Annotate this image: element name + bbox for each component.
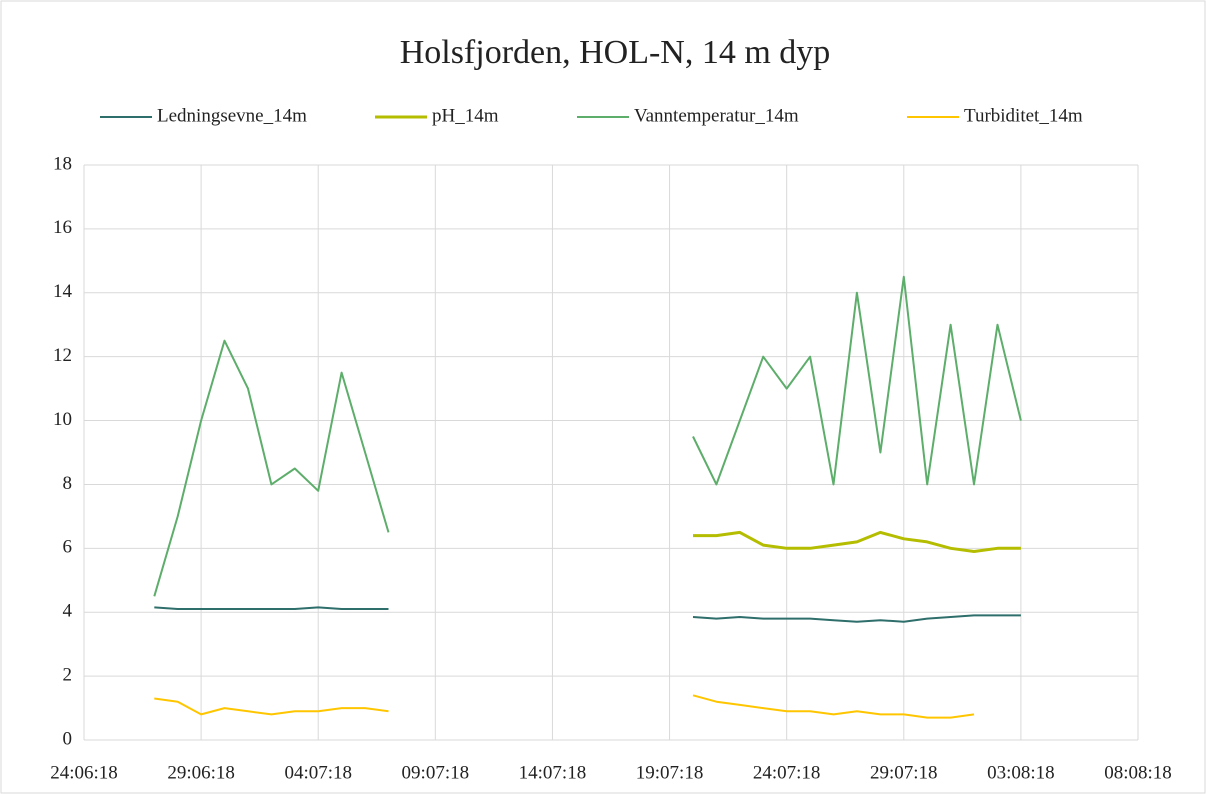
x-tick-label: 03:08:18 — [987, 762, 1055, 783]
x-tick-label: 09:07:18 — [402, 762, 470, 783]
y-tick-label: 18 — [53, 153, 72, 174]
x-tick-label: 08:08:18 — [1104, 762, 1172, 783]
y-tick-label: 2 — [63, 664, 73, 685]
y-tick-label: 0 — [63, 728, 73, 749]
legend-label: pH_14m — [432, 105, 499, 126]
x-tick-label: 14:07:18 — [519, 762, 587, 783]
x-tick-label: 29:07:18 — [870, 762, 938, 783]
x-tick-label: 24:07:18 — [753, 762, 821, 783]
legend-label: Ledningsevne_14m — [157, 105, 307, 126]
chart-title: Holsfjorden, HOL-N, 14 m dyp — [400, 34, 831, 71]
y-tick-label: 14 — [53, 281, 73, 302]
series-line — [153, 275, 1022, 597]
y-tick-label: 4 — [63, 601, 73, 622]
series-line — [693, 530, 1021, 553]
y-tick-label: 12 — [53, 345, 72, 366]
y-tick-label: 16 — [53, 217, 72, 238]
legend-label: Turbiditet_14m — [964, 105, 1083, 126]
x-tick-label: 19:07:18 — [636, 762, 704, 783]
series-line — [154, 606, 1021, 623]
y-tick-label: 6 — [63, 537, 73, 558]
y-tick-label: 10 — [53, 409, 72, 430]
series-line — [154, 694, 975, 719]
x-tick-label: 04:07:18 — [284, 762, 352, 783]
x-tick-label: 29:06:18 — [167, 762, 235, 783]
legend-label: Vanntemperatur_14m — [634, 105, 799, 126]
x-tick-label: 24:06:18 — [50, 762, 118, 783]
y-tick-label: 8 — [63, 473, 73, 494]
